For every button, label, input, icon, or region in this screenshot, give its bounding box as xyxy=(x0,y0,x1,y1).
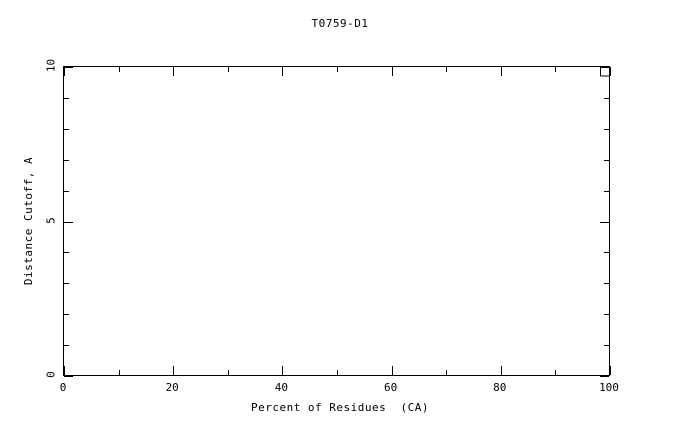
tick-bottom-major xyxy=(610,366,611,375)
x-tick-label: 0 xyxy=(59,381,67,394)
tick-bottom-major xyxy=(173,366,174,375)
tick-right-minor xyxy=(604,98,609,99)
tick-left-minor xyxy=(64,345,69,346)
tick-left-minor xyxy=(64,129,69,130)
tick-right-minor xyxy=(604,191,609,192)
data-series-svg xyxy=(600,67,609,77)
tick-bottom-major xyxy=(501,366,502,375)
x-tick-label: 20 xyxy=(165,381,179,394)
tick-top-major xyxy=(173,67,174,76)
tick-right-major xyxy=(600,67,609,68)
tick-right-major xyxy=(600,222,609,223)
tick-left-major xyxy=(64,376,73,377)
tick-left-minor xyxy=(64,98,69,99)
tick-left-minor xyxy=(64,191,69,192)
x-tick-label: 60 xyxy=(383,381,398,394)
tick-top-major xyxy=(64,67,65,76)
tick-left-major xyxy=(64,222,73,223)
tick-top-major xyxy=(610,67,611,76)
plot-area xyxy=(63,66,611,377)
y-tick-label: 10 xyxy=(44,58,58,73)
y-axis-label: Distance Cutoff, A xyxy=(22,156,35,286)
tick-bottom-minor xyxy=(337,370,338,375)
x-tick-label: 80 xyxy=(493,381,507,394)
x-tick-label: 100 xyxy=(599,381,619,394)
tick-top-minor xyxy=(119,67,120,72)
tick-bottom-minor xyxy=(119,370,120,375)
tick-right-minor xyxy=(604,283,609,284)
tick-left-major xyxy=(64,67,73,68)
tick-right-minor xyxy=(604,314,609,315)
tick-bottom-major xyxy=(64,366,65,375)
tick-left-minor xyxy=(64,283,69,284)
x-axis-label: Percent of Residues (CA) xyxy=(250,401,430,414)
y-tick-label: 5 xyxy=(44,216,58,224)
tick-top-minor xyxy=(446,67,447,72)
y-tick-label: 0 xyxy=(44,371,58,378)
tick-left-minor xyxy=(64,314,69,315)
tick-left-minor xyxy=(64,252,69,253)
tick-bottom-minor xyxy=(446,370,447,375)
tick-top-minor xyxy=(337,67,338,72)
tick-bottom-minor xyxy=(228,370,229,375)
x-tick-label: 40 xyxy=(274,381,289,394)
tick-top-major xyxy=(501,67,502,76)
tick-left-minor xyxy=(64,160,69,161)
tick-right-minor xyxy=(604,129,609,130)
tick-top-major xyxy=(392,67,393,76)
tick-top-major xyxy=(282,67,283,76)
tick-bottom-major xyxy=(282,366,283,375)
tick-right-minor xyxy=(604,345,609,346)
data-series-layer xyxy=(64,67,609,375)
tick-bottom-major xyxy=(392,366,393,375)
tick-bottom-minor xyxy=(555,370,556,375)
tick-top-minor xyxy=(228,67,229,72)
tick-right-minor xyxy=(604,160,609,161)
tick-top-minor xyxy=(555,67,556,72)
tick-right-major xyxy=(600,376,609,377)
tick-right-minor xyxy=(604,252,609,253)
chart-title: T0759-D1 xyxy=(311,17,369,30)
